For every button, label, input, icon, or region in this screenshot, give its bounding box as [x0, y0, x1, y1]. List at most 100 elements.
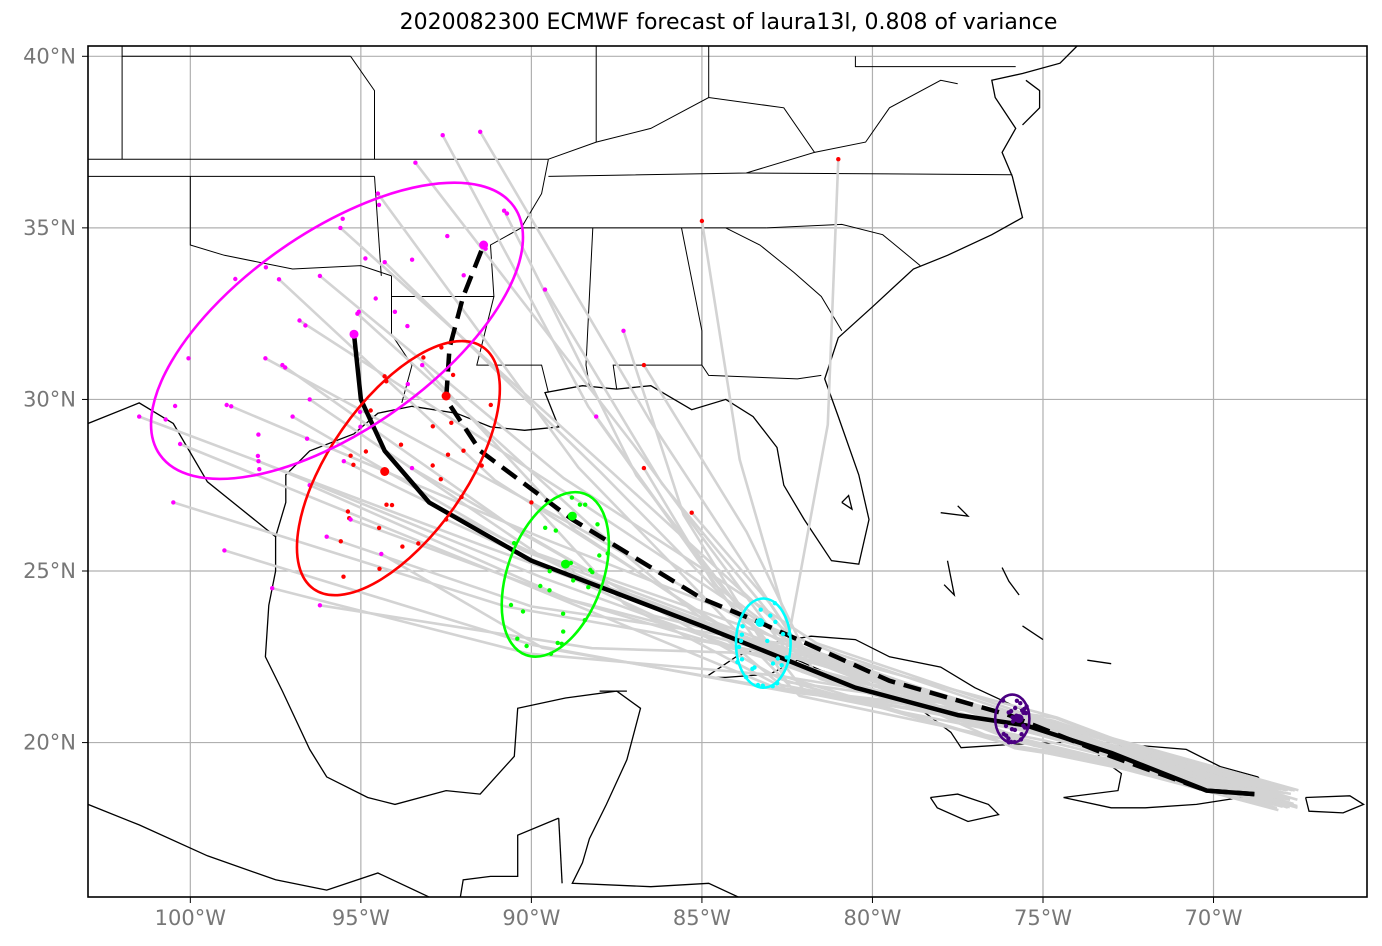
x-tick-label: 100°W: [155, 906, 227, 930]
member-track: [356, 312, 1291, 800]
member-track: [230, 405, 1295, 808]
state-border: [612, 227, 703, 390]
member-position-dot: [740, 624, 745, 629]
member-position-dot: [1003, 723, 1009, 729]
member-position-dot: [449, 420, 454, 425]
member-end-dot: [375, 191, 381, 196]
member-position-dot: [508, 602, 514, 608]
member-position-dot: [752, 665, 757, 670]
member-position-dot: [376, 525, 382, 531]
member-position-dot: [400, 544, 405, 549]
member-position-dot: [363, 449, 369, 454]
member-track: [291, 415, 1289, 792]
member-position-dot: [263, 265, 269, 270]
member-position-dot: [1008, 709, 1014, 714]
member-position-dot: [363, 256, 368, 261]
member-position-dot: [555, 640, 560, 646]
member-end-dot: [478, 129, 483, 134]
member-position-dot: [392, 309, 398, 314]
member-position-dot: [256, 432, 261, 437]
member-end-dot: [222, 548, 227, 553]
member-position-dot: [553, 528, 558, 533]
member-position-dot: [1010, 719, 1016, 724]
member-position-dot: [373, 296, 378, 301]
member-position-dot: [1009, 727, 1015, 732]
coastline-segment: [841, 494, 854, 511]
y-tick-label: 35°N: [23, 216, 76, 240]
member-position-dot: [439, 345, 444, 350]
state-border: [701, 364, 822, 380]
member-end-dot: [171, 500, 176, 505]
coastline-segment: [459, 817, 559, 897]
member-position-dot: [488, 402, 493, 408]
x-tick-label: 85°W: [673, 906, 731, 930]
member-position-dot: [758, 607, 763, 612]
member-position-dot: [569, 495, 575, 500]
member-position-dot: [461, 273, 466, 278]
member-position-dot: [738, 638, 744, 643]
member-position-dot: [736, 644, 742, 650]
member-end-dot: [276, 277, 282, 282]
member-position-dot: [1001, 731, 1006, 737]
member-position-dot: [303, 323, 308, 328]
member-end-dot: [256, 459, 261, 464]
member-position-dot: [595, 522, 600, 527]
member-position-dot: [773, 619, 778, 625]
coastline-segment: [88, 402, 740, 897]
coastline-segment: [940, 505, 970, 517]
member-position-dot: [405, 323, 410, 329]
member-position-dot: [547, 569, 552, 574]
member-position-dot: [779, 663, 784, 668]
member-position-dot: [577, 502, 583, 507]
member-position-dot: [775, 656, 780, 661]
member-end-dot: [621, 328, 626, 333]
state-border: [374, 176, 382, 276]
member-position-dot: [345, 509, 351, 514]
y-tick-label: 20°N: [23, 731, 76, 755]
member-end-dot: [379, 551, 384, 557]
member-position-dot: [409, 257, 415, 262]
member-position-dot: [172, 403, 178, 409]
state-border: [391, 296, 549, 393]
member-position-dot: [1022, 725, 1028, 730]
axis-ticks: 100°W 95°W 90°W 85°W 80°W 75°W 70°W 20°N 25°N 30°…: [23, 44, 1243, 930]
member-end-dot: [307, 397, 312, 402]
member-position-dot: [257, 467, 262, 472]
mean-position-marker: [479, 240, 489, 250]
member-position-dot: [430, 463, 435, 468]
member-end-dot: [280, 362, 285, 368]
member-position-dot: [515, 636, 520, 641]
member-position-dot: [384, 502, 389, 507]
member-end-dot: [229, 404, 234, 409]
member-position-dot: [304, 436, 310, 441]
coastline-segment: [88, 803, 431, 897]
member-position-dot: [1006, 736, 1011, 741]
state-border: [189, 176, 413, 404]
member-position-dot: [1018, 701, 1023, 706]
member-position-dot: [450, 372, 456, 378]
uncertainty-ellipse-day2: [734, 597, 792, 689]
coastline-segment: [929, 793, 1000, 823]
member-end-dot: [290, 414, 295, 419]
member-end-dot: [263, 356, 268, 361]
member-end-dot: [317, 273, 323, 279]
member-end-dot: [420, 362, 425, 368]
ensemble-member-tracks: [138, 131, 1299, 812]
member-position-dot: [340, 216, 345, 221]
member-position-dot: [376, 202, 382, 208]
member-positions: [137, 129, 1029, 745]
member-position-dot: [765, 638, 770, 644]
member-end-dot: [341, 459, 346, 464]
member-end-dot: [413, 160, 418, 165]
mean-position-marker: [441, 391, 451, 401]
state-border: [746, 172, 1013, 176]
member-position-dot: [377, 566, 382, 571]
state-border: [350, 56, 375, 160]
member-track: [414, 161, 1278, 810]
member-track: [278, 278, 1289, 808]
member-position-dot: [780, 631, 786, 637]
member-position-dot: [586, 585, 591, 590]
member-end-dot: [542, 287, 548, 292]
state-border: [121, 46, 351, 57]
